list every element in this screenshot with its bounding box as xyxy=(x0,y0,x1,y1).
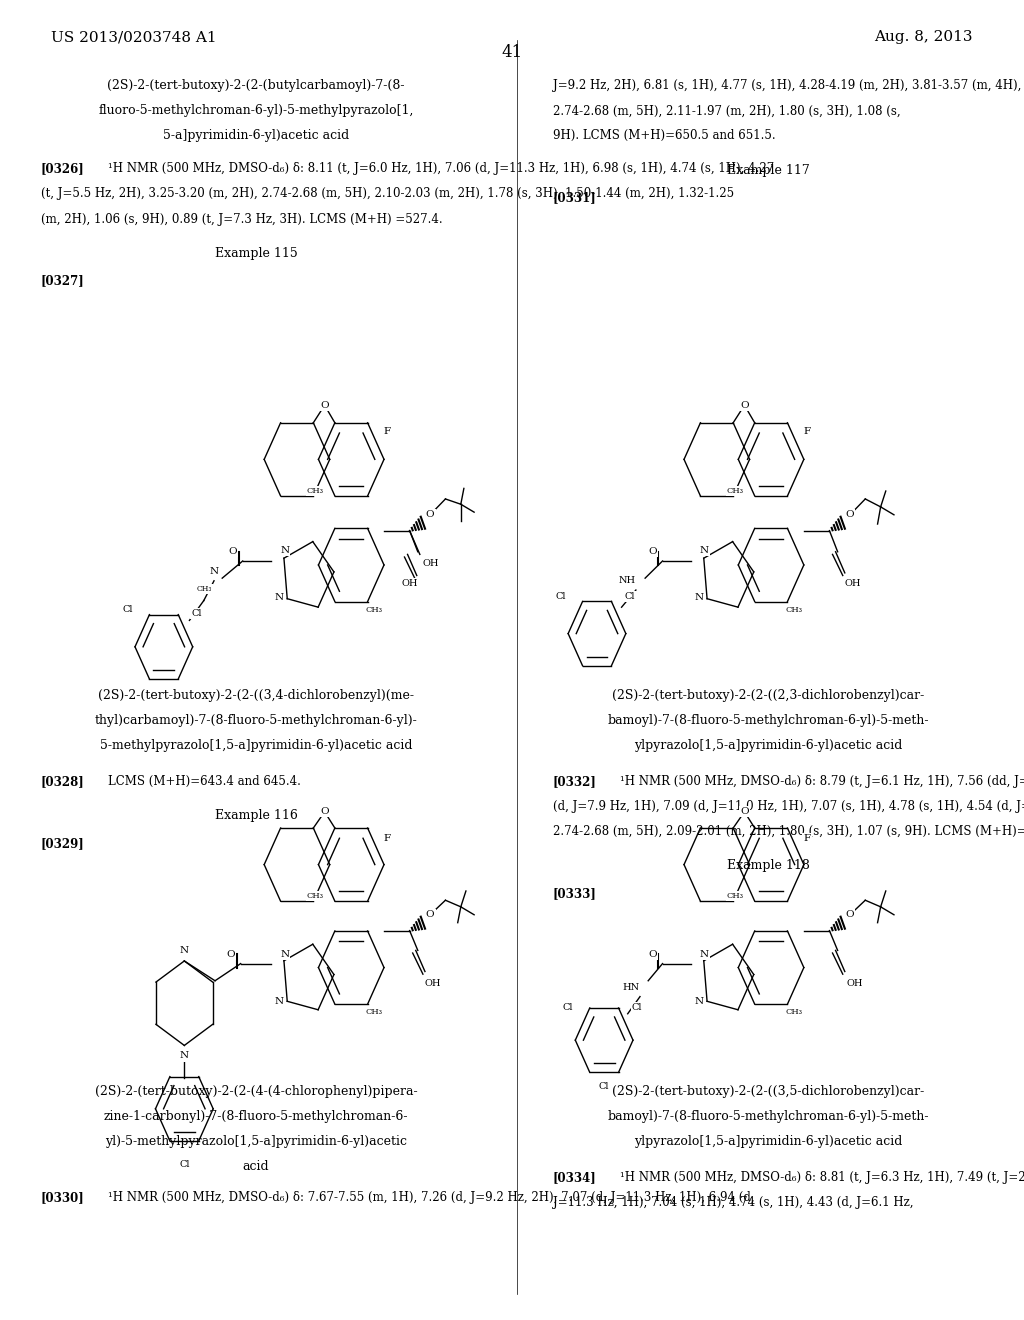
Text: CH₃: CH₃ xyxy=(785,606,802,614)
Text: N: N xyxy=(275,594,284,602)
Text: O: O xyxy=(228,548,237,556)
Text: O: O xyxy=(321,401,329,409)
Text: O: O xyxy=(648,548,656,556)
Text: ylpyrazolo[1,5-a]pyrimidin-6-yl)acetic acid: ylpyrazolo[1,5-a]pyrimidin-6-yl)acetic a… xyxy=(634,739,902,752)
Text: 5-methylpyrazolo[1,5-a]pyrimidin-6-yl)acetic acid: 5-methylpyrazolo[1,5-a]pyrimidin-6-yl)ac… xyxy=(99,739,413,752)
Text: US 2013/0203748 A1: US 2013/0203748 A1 xyxy=(51,30,217,45)
Text: N: N xyxy=(281,546,289,554)
Text: yl)-5-methylpyrazolo[1,5-a]pyrimidin-6-yl)acetic: yl)-5-methylpyrazolo[1,5-a]pyrimidin-6-y… xyxy=(105,1135,407,1148)
Text: bamoyl)-7-(8-fluoro-5-methylchroman-6-yl)-5-meth-: bamoyl)-7-(8-fluoro-5-methylchroman-6-yl… xyxy=(607,1110,929,1123)
Text: thyl)carbamoyl)-7-(8-fluoro-5-methylchroman-6-yl)-: thyl)carbamoyl)-7-(8-fluoro-5-methylchro… xyxy=(94,714,418,727)
Text: [0326]: [0326] xyxy=(41,162,85,176)
Text: N: N xyxy=(695,998,703,1006)
Text: N: N xyxy=(695,594,703,602)
Text: Example 118: Example 118 xyxy=(727,859,809,873)
Text: Cl: Cl xyxy=(191,610,202,618)
Text: 9H). LCMS (M+H)=650.5 and 651.5.: 9H). LCMS (M+H)=650.5 and 651.5. xyxy=(553,129,775,143)
Text: ¹H NMR (500 MHz, DMSO-d₆) δ: 8.81 (t, J=6.3 Hz, 1H), 7.49 (t, J=2.0 Hz, 1H), 7.3: ¹H NMR (500 MHz, DMSO-d₆) δ: 8.81 (t, J=… xyxy=(620,1171,1024,1184)
Text: CH₃: CH₃ xyxy=(307,892,324,900)
Text: CH₃: CH₃ xyxy=(197,585,212,593)
Text: (t, J=5.5 Hz, 2H), 3.25-3.20 (m, 2H), 2.74-2.68 (m, 5H), 2.10-2.03 (m, 2H), 1.78: (t, J=5.5 Hz, 2H), 3.25-3.20 (m, 2H), 2.… xyxy=(41,187,734,201)
Text: O: O xyxy=(740,401,749,409)
Text: Cl: Cl xyxy=(625,593,635,601)
Text: Cl: Cl xyxy=(599,1082,609,1090)
Text: OH: OH xyxy=(845,579,861,587)
Text: ¹H NMR (500 MHz, DMSO-d₆) δ: 8.79 (t, J=6.1 Hz, 1H), 7.56 (dd, J=7.9, 1.2 Hz, 1H: ¹H NMR (500 MHz, DMSO-d₆) δ: 8.79 (t, J=… xyxy=(620,775,1024,788)
Text: fluoro-5-methylchroman-6-yl)-5-methylpyrazolo[1,: fluoro-5-methylchroman-6-yl)-5-methylpyr… xyxy=(98,104,414,117)
Text: O: O xyxy=(846,911,854,919)
Text: Example 117: Example 117 xyxy=(727,164,809,177)
Text: [0330]: [0330] xyxy=(41,1191,85,1204)
Text: [0329]: [0329] xyxy=(41,837,85,850)
Text: CH₃: CH₃ xyxy=(366,1008,382,1016)
Text: NH: NH xyxy=(618,577,636,585)
Text: (2S)-2-(tert-butoxy)-2-(2-((3,4-dichlorobenzyl)(me-: (2S)-2-(tert-butoxy)-2-(2-((3,4-dichloro… xyxy=(98,689,414,702)
Text: [0328]: [0328] xyxy=(41,775,85,788)
Text: F: F xyxy=(804,428,810,436)
Text: J=9.2 Hz, 2H), 6.81 (s, 1H), 4.77 (s, 1H), 4.28-4.19 (m, 2H), 3.81-3.57 (m, 4H),: J=9.2 Hz, 2H), 6.81 (s, 1H), 4.77 (s, 1H… xyxy=(553,79,1024,92)
Text: CH₃: CH₃ xyxy=(307,487,324,495)
Text: N: N xyxy=(281,950,289,958)
Text: [0331]: [0331] xyxy=(553,191,597,205)
Text: HN: HN xyxy=(623,983,640,991)
Text: Aug. 8, 2013: Aug. 8, 2013 xyxy=(874,30,973,45)
Text: (2S)-2-(tert-butoxy)-2-(2-((3,5-dichlorobenzyl)car-: (2S)-2-(tert-butoxy)-2-(2-((3,5-dichloro… xyxy=(612,1085,924,1098)
Text: N: N xyxy=(700,546,709,554)
Text: O: O xyxy=(846,511,854,519)
Text: bamoyl)-7-(8-fluoro-5-methylchroman-6-yl)-5-meth-: bamoyl)-7-(8-fluoro-5-methylchroman-6-yl… xyxy=(607,714,929,727)
Text: OH: OH xyxy=(401,579,418,587)
Text: Cl: Cl xyxy=(632,1003,642,1011)
Text: (m, 2H), 1.06 (s, 9H), 0.89 (t, J=7.3 Hz, 3H). LCMS (M+H) =527.4.: (m, 2H), 1.06 (s, 9H), 0.89 (t, J=7.3 Hz… xyxy=(41,213,442,226)
Text: CH₃: CH₃ xyxy=(366,606,382,614)
Text: (2S)-2-(tert-butoxy)-2-(2-((2,3-dichlorobenzyl)car-: (2S)-2-(tert-butoxy)-2-(2-((2,3-dichloro… xyxy=(612,689,924,702)
Text: O: O xyxy=(648,950,656,958)
Text: LCMS (M+H)=643.4 and 645.4.: LCMS (M+H)=643.4 and 645.4. xyxy=(108,775,300,788)
Text: N: N xyxy=(210,568,218,576)
Text: Example 115: Example 115 xyxy=(215,247,297,260)
Text: O: O xyxy=(321,808,329,816)
Text: N: N xyxy=(275,998,284,1006)
Text: [0332]: [0332] xyxy=(553,775,597,788)
Text: [0327]: [0327] xyxy=(41,275,85,288)
Text: ¹H NMR (500 MHz, DMSO-d₆) δ: 7.67-7.55 (m, 1H), 7.26 (d, J=9.2 Hz, 2H), 7.07 (d,: ¹H NMR (500 MHz, DMSO-d₆) δ: 7.67-7.55 (… xyxy=(108,1191,754,1204)
Text: [0334]: [0334] xyxy=(553,1171,597,1184)
Text: OH: OH xyxy=(847,979,863,987)
Text: Cl: Cl xyxy=(556,593,566,601)
Text: N: N xyxy=(180,1052,188,1060)
Text: [0333]: [0333] xyxy=(553,887,597,900)
Text: J=11.3 Hz, 1H), 7.04 (s, 1H), 4.74 (s, 1H), 4.43 (d, J=6.1 Hz,: J=11.3 Hz, 1H), 7.04 (s, 1H), 4.74 (s, 1… xyxy=(553,1196,913,1209)
Text: F: F xyxy=(384,428,390,436)
Text: N: N xyxy=(700,950,709,958)
Text: OH: OH xyxy=(425,979,441,987)
Text: ¹H NMR (500 MHz, DMSO-d₆) δ: 8.11 (t, J=6.0 Hz, 1H), 7.06 (d, J=11.3 Hz, 1H), 6.: ¹H NMR (500 MHz, DMSO-d₆) δ: 8.11 (t, J=… xyxy=(108,162,774,176)
Text: Cl: Cl xyxy=(563,1003,573,1011)
Text: O: O xyxy=(426,911,434,919)
Text: acid: acid xyxy=(243,1160,269,1173)
Text: (d, J=7.9 Hz, 1H), 7.09 (d, J=11.0 Hz, 1H), 7.07 (s, 1H), 4.78 (s, 1H), 4.54 (d,: (d, J=7.9 Hz, 1H), 7.09 (d, J=11.0 Hz, 1… xyxy=(553,800,1024,813)
Text: 5-a]pyrimidin-6-yl)acetic acid: 5-a]pyrimidin-6-yl)acetic acid xyxy=(163,129,349,143)
Text: CH₃: CH₃ xyxy=(727,487,743,495)
Text: CH₃: CH₃ xyxy=(785,1008,802,1016)
Text: OH: OH xyxy=(423,560,439,568)
Text: O: O xyxy=(740,808,749,816)
Text: zine-1-carbonyl)-7-(8-fluoro-5-methylchroman-6-: zine-1-carbonyl)-7-(8-fluoro-5-methylchr… xyxy=(103,1110,409,1123)
Text: N: N xyxy=(180,946,188,954)
Text: Example 116: Example 116 xyxy=(215,809,297,822)
Text: ylpyrazolo[1,5-a]pyrimidin-6-yl)acetic acid: ylpyrazolo[1,5-a]pyrimidin-6-yl)acetic a… xyxy=(634,1135,902,1148)
Text: 2.74-2.68 (m, 5H), 2.11-1.97 (m, 2H), 1.80 (s, 3H), 1.08 (s,: 2.74-2.68 (m, 5H), 2.11-1.97 (m, 2H), 1.… xyxy=(553,104,900,117)
Text: CH₃: CH₃ xyxy=(727,892,743,900)
Text: 41: 41 xyxy=(502,44,522,61)
Text: O: O xyxy=(226,950,234,958)
Text: 2.74-2.68 (m, 5H), 2.09-2.01 (m, 2H), 1.80 (s, 3H), 1.07 (s, 9H). LCMS (M+H)=629: 2.74-2.68 (m, 5H), 2.09-2.01 (m, 2H), 1.… xyxy=(553,825,1024,838)
Text: Cl: Cl xyxy=(123,606,133,614)
Text: F: F xyxy=(804,834,810,842)
Text: (2S)-2-(tert-butoxy)-2-(2-(4-(4-chlorophenyl)pipera-: (2S)-2-(tert-butoxy)-2-(2-(4-(4-chloroph… xyxy=(94,1085,418,1098)
Text: F: F xyxy=(384,834,390,842)
Text: Cl: Cl xyxy=(179,1160,189,1168)
Text: (2S)-2-(tert-butoxy)-2-(2-(butylcarbamoyl)-7-(8-: (2S)-2-(tert-butoxy)-2-(2-(butylcarbamoy… xyxy=(108,79,404,92)
Text: O: O xyxy=(426,511,434,519)
